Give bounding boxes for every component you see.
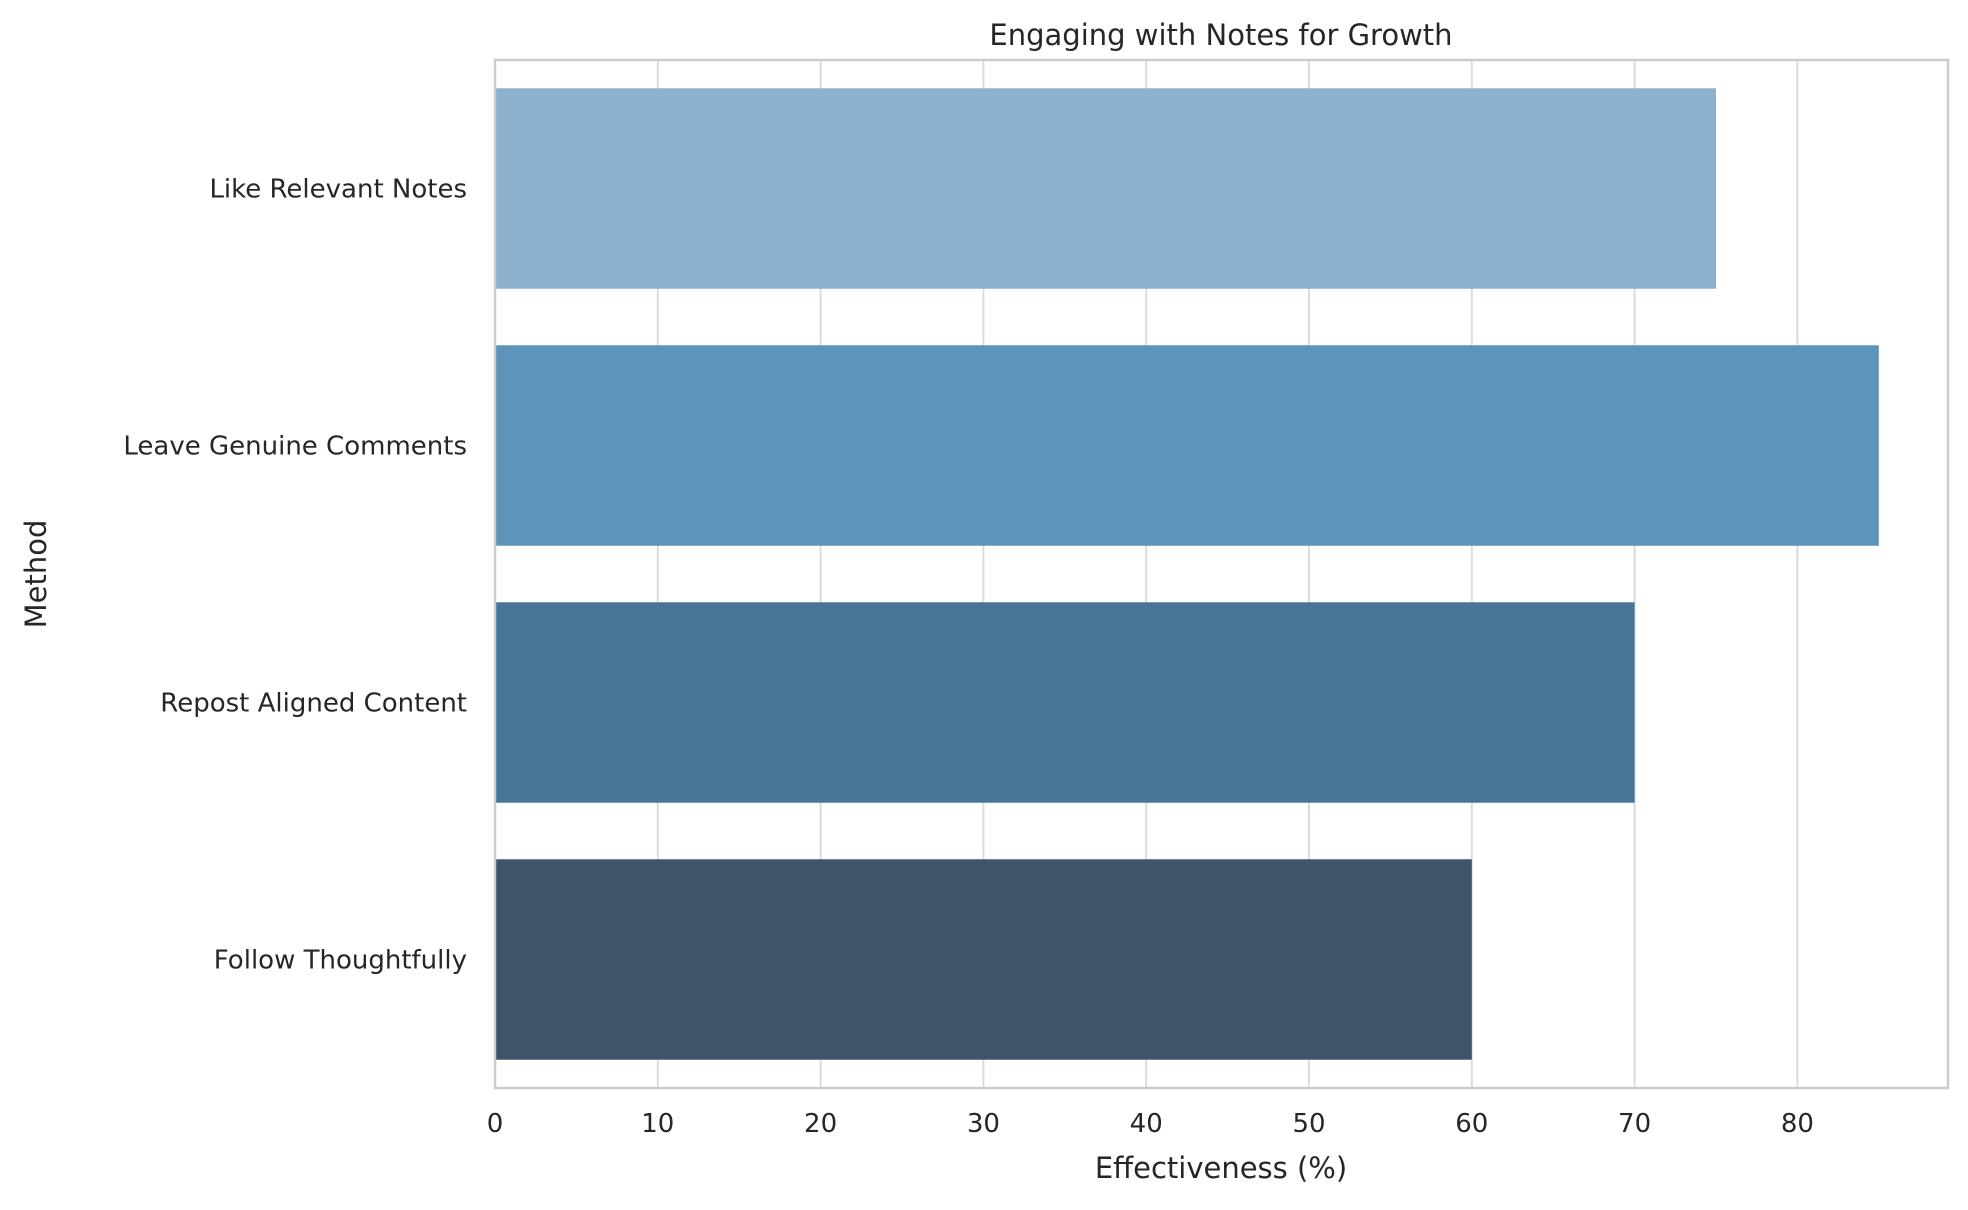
y-category-label: Follow Thoughtfully: [214, 946, 467, 976]
x-tick-label: 30: [967, 1109, 1000, 1139]
x-tick-label: 60: [1455, 1109, 1488, 1139]
bar: [495, 859, 1472, 1060]
bars: [495, 88, 1879, 1060]
x-axis-ticks: 0 10 20 30 40 50 60 70 80: [487, 1109, 1814, 1139]
x-axis-label: Effectiveness (%): [1095, 1151, 1347, 1185]
x-tick-label: 0: [487, 1109, 504, 1139]
chart-title: Engaging with Notes for Growth: [989, 18, 1452, 52]
x-tick-label: 80: [1781, 1109, 1814, 1139]
y-category-label: Leave Genuine Comments: [123, 432, 467, 462]
plot-frame: [493, 58, 1950, 1090]
x-tick-label: 70: [1618, 1109, 1651, 1139]
x-tick-label: 40: [1130, 1109, 1163, 1139]
y-category-label: Like Relevant Notes: [209, 175, 467, 205]
bar: [495, 602, 1635, 803]
bar: [495, 345, 1879, 546]
y-axis-label: Method: [19, 520, 53, 629]
x-tick-label: 50: [1292, 1109, 1325, 1139]
y-category-label: Repost Aligned Content: [160, 689, 467, 719]
y-axis-categories: Like Relevant Notes Leave Genuine Comment…: [123, 175, 467, 976]
x-tick-label: 20: [804, 1109, 837, 1139]
bar: [495, 88, 1717, 289]
x-tick-label: 10: [641, 1109, 674, 1139]
